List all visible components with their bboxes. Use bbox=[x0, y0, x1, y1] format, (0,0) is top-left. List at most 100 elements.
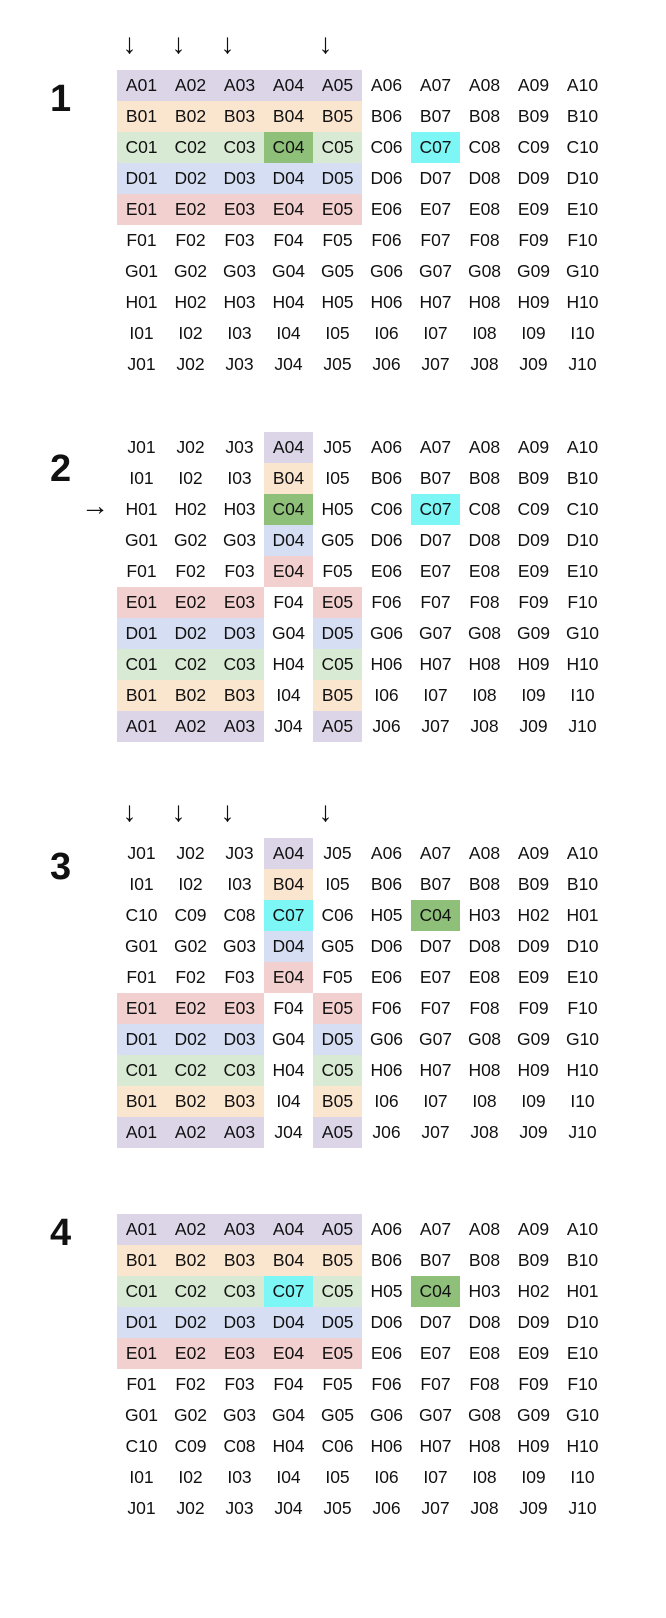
well-cell: F03 bbox=[224, 230, 255, 250]
well-cell: F04 bbox=[273, 230, 304, 250]
well-cell: F08 bbox=[469, 1374, 500, 1394]
grid-row: J01 J02 J03 A04 J05 A06 A07 A08 A09 A10 bbox=[117, 838, 607, 869]
well-cell: D05 bbox=[313, 618, 362, 649]
grid-row: H01 H02 H03 H04 H05 H06 H07 H08 H09 H10 bbox=[117, 287, 607, 318]
well-cell: C06 bbox=[370, 137, 403, 157]
well-cell: E01 bbox=[117, 587, 166, 618]
grid-row: C01 C02 C03 H04 C05 H06 H07 H08 H09 H10 bbox=[117, 1055, 607, 1086]
well-cell: J04 bbox=[274, 354, 303, 374]
well-cell: C02 bbox=[166, 649, 215, 680]
well-cell: F02 bbox=[175, 561, 206, 581]
well-cell: H08 bbox=[468, 1060, 501, 1080]
well-cell: H03 bbox=[223, 292, 256, 312]
well-cell: D04 bbox=[264, 163, 313, 194]
well-cell: A07 bbox=[419, 75, 452, 95]
grid-row: B01 B02 B03 B04 B05 B06 B07 B08 B09 B10 bbox=[117, 101, 607, 132]
well-cell: F01 bbox=[126, 967, 157, 987]
well-cell: E05 bbox=[313, 993, 362, 1024]
well-cell: G02 bbox=[173, 530, 208, 550]
well-cell: H07 bbox=[419, 1436, 452, 1456]
well-cell: G06 bbox=[369, 1405, 404, 1425]
well-cell: H04 bbox=[272, 654, 305, 674]
well-cell: E01 bbox=[117, 194, 166, 225]
well-cell: D07 bbox=[419, 168, 452, 188]
well-cell: A06 bbox=[370, 843, 403, 863]
well-cell: A03 bbox=[215, 1214, 264, 1245]
well-cell: I04 bbox=[276, 1091, 301, 1111]
well-cell: D07 bbox=[419, 936, 452, 956]
well-cell: F02 bbox=[175, 1374, 206, 1394]
well-cell: J06 bbox=[372, 716, 401, 736]
well-cell: A08 bbox=[468, 1219, 501, 1239]
well-cell: A03 bbox=[215, 70, 264, 101]
well-cell: F04 bbox=[273, 592, 304, 612]
well-cell: I05 bbox=[325, 323, 350, 343]
well-cell: G04 bbox=[271, 261, 306, 281]
well-cell: I05 bbox=[325, 874, 350, 894]
well-cell: J01 bbox=[127, 1498, 156, 1518]
well-cell: E02 bbox=[166, 587, 215, 618]
well-cell: I10 bbox=[570, 1091, 595, 1111]
well-cell: F03 bbox=[224, 967, 255, 987]
well-cell: I09 bbox=[521, 685, 546, 705]
well-cell: E07 bbox=[419, 199, 452, 219]
well-cell: H02 bbox=[517, 1281, 550, 1301]
well-cell: H07 bbox=[419, 1060, 452, 1080]
well-cell: H04 bbox=[272, 292, 305, 312]
well-cell: H06 bbox=[370, 1436, 403, 1456]
grid-row: B01 B02 B03 I04 B05 I06 I07 I08 I09 I10 bbox=[117, 1086, 607, 1117]
well-cell: D05 bbox=[313, 1307, 362, 1338]
well-cell: J10 bbox=[568, 1122, 597, 1142]
well-cell: F10 bbox=[567, 1374, 598, 1394]
well-cell: H02 bbox=[174, 292, 207, 312]
well-cell: I02 bbox=[178, 468, 203, 488]
well-cell: F03 bbox=[224, 1374, 255, 1394]
well-cell: D04 bbox=[264, 525, 313, 556]
well-cell: G09 bbox=[516, 1029, 551, 1049]
grid-row: C10 C09 C08 H04 C06 H06 H07 H08 H09 H10 bbox=[117, 1431, 607, 1462]
well-cell: I04 bbox=[276, 323, 301, 343]
well-cell: E08 bbox=[468, 967, 501, 987]
panel-1: 1 ↓ ↓ ↓ ↓ A01 A02 A03 A04 A05 A06 A07 A08 A09 A10 B01 B0… bbox=[0, 22, 666, 382]
well-cell: E09 bbox=[517, 967, 550, 987]
grid-row: E01 E02 E03 F04 E05 F06 F07 F08 F09 F10 bbox=[117, 993, 607, 1024]
well-cell: C06 bbox=[370, 499, 403, 519]
well-cell: F07 bbox=[420, 592, 451, 612]
well-cell: A04 bbox=[264, 1214, 313, 1245]
well-cell: H08 bbox=[468, 654, 501, 674]
well-cell: C06 bbox=[321, 1436, 354, 1456]
well-cell: I04 bbox=[276, 1467, 301, 1487]
well-cell: G07 bbox=[418, 1029, 453, 1049]
well-cell: A04 bbox=[264, 838, 313, 869]
well-cell: E08 bbox=[468, 561, 501, 581]
grid-row: I01 I02 I03 B04 I05 B06 B07 B08 B09 B10 bbox=[117, 869, 607, 900]
well-cell: G06 bbox=[369, 623, 404, 643]
well-cell: E04 bbox=[264, 194, 313, 225]
well-cell: G02 bbox=[173, 936, 208, 956]
well-cell: G10 bbox=[565, 623, 600, 643]
well-cell: E05 bbox=[313, 587, 362, 618]
well-cell: B01 bbox=[117, 680, 166, 711]
grid-row: H01 H02 H03 C04 H05 C06 C07 C08 C09 C10 bbox=[117, 494, 607, 525]
well-cell: C07 bbox=[264, 1276, 313, 1307]
well-cell: H01 bbox=[566, 905, 599, 925]
well-cell: A08 bbox=[468, 75, 501, 95]
well-cell: E09 bbox=[517, 561, 550, 581]
panel-label: 3 bbox=[50, 846, 72, 888]
well-cell: F08 bbox=[469, 998, 500, 1018]
well-cell: H10 bbox=[566, 292, 599, 312]
well-cell: H03 bbox=[468, 905, 501, 925]
well-cell: B02 bbox=[166, 1245, 215, 1276]
well-cell: C04 bbox=[264, 132, 313, 163]
grid-row: F01 F02 F03 E04 F05 E06 E07 E08 E09 E10 bbox=[117, 962, 607, 993]
well-cell: D08 bbox=[468, 530, 501, 550]
well-cell: H07 bbox=[419, 292, 452, 312]
well-cell: E08 bbox=[468, 1343, 501, 1363]
well-cell: A04 bbox=[264, 432, 313, 463]
well-cell: E07 bbox=[419, 561, 452, 581]
well-cell: B07 bbox=[419, 106, 452, 126]
well-cell: B05 bbox=[313, 101, 362, 132]
well-cell: E04 bbox=[264, 556, 313, 587]
well-cell: B09 bbox=[517, 1250, 550, 1270]
well-cell: C01 bbox=[117, 1276, 166, 1307]
